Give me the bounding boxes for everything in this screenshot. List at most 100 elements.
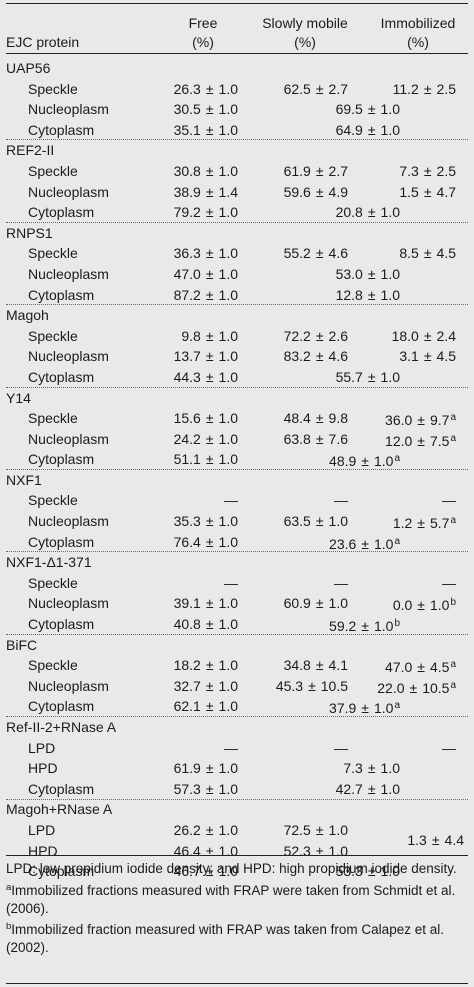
row-label: HPD [28, 760, 58, 777]
free-cell-pm: ± [205, 368, 214, 385]
imm-cell-err: 4.5 [436, 245, 456, 262]
imm-cell-pm: ± [417, 659, 425, 676]
group-name: BiFC [6, 636, 38, 653]
imm-cell-value: 47.0 ±4.5a [385, 655, 456, 678]
imm-cell-pm: ± [423, 327, 432, 344]
group-separator [6, 469, 468, 470]
header-imm-unit: (%) [407, 34, 429, 50]
group-name: REF2-II [6, 142, 55, 159]
free-cell-mean: 15.6 [173, 410, 201, 427]
mobile-combined-cell-err: 1.0 [380, 368, 400, 385]
free-cell-value: 13.7 ±1.0 [174, 346, 238, 367]
slow-cell-value: 55.2 ±4.6 [284, 243, 348, 264]
group-name: Ref-II-2+RNase A [6, 719, 117, 735]
row-label: Nucleoplasm [28, 595, 109, 612]
mobile-combined-cell-err: 1.0 [380, 286, 400, 303]
row-label: Speckle [28, 245, 78, 262]
row-label: Nucleoplasm [28, 183, 109, 200]
free-cell-mean: 35.1 [173, 121, 201, 138]
imm-cell-pm: ± [409, 679, 418, 696]
mobile-combined-cell-mean: 55.7 [335, 368, 363, 385]
slow-cell-pm: ± [315, 430, 324, 447]
mobile-combined-cell-value: 37.9 ±1.0a [329, 696, 400, 719]
free-cell-value: 38.9 ±1.4 [174, 182, 238, 203]
slow-cell-value: 34.8 ±4.1 [284, 655, 348, 676]
slow-cell-mean: 83.2 [283, 348, 311, 365]
imm-cell-err: 2.5 [436, 162, 456, 179]
mobile-combined-cell-value: 42.7 ±1.0 [336, 779, 400, 800]
slow-cell-err: 7.6 [328, 430, 348, 447]
imm-cell-value: 8.5 ±4.5 [399, 243, 456, 264]
free-cell-pm: ± [205, 513, 214, 530]
mobile-combined-cell-mean: 59.2 [329, 618, 357, 635]
mobile-combined-cell-err: 1.0 [380, 863, 400, 880]
row-label: LPD [28, 821, 56, 838]
free-cell-pm: ± [205, 863, 214, 880]
imm-cell-mean: 3.1 [399, 348, 419, 365]
free-cell-mean: 40.8 [173, 616, 201, 633]
slow-cell-value: 48.4 ±9.8 [284, 408, 348, 429]
table-row: HPD 61.9 ±1.0 7.3 ±1.0 [6, 758, 468, 779]
imm-cell-pm: ± [423, 80, 432, 97]
imm-cell-dash: — [442, 574, 456, 591]
slow-cell-value: 72.2 ±2.6 [284, 326, 348, 347]
free-cell-pm: ± [205, 842, 214, 859]
free-cell-value: 51.1 ±1.0 [174, 449, 238, 470]
imm-cell-sup: a [450, 432, 456, 444]
mobile-combined-cell-sup: a [394, 700, 400, 712]
slow-cell-pm: ± [315, 821, 324, 838]
free-cell-pm: ± [205, 348, 214, 365]
imm-cell-value: 22.0 ±10.5a [377, 676, 456, 699]
imm-cell-pm: ± [417, 412, 425, 429]
free-cell-value: 62.1 ±1.0 [174, 696, 238, 717]
mobile-combined-cell-mean: 23.6 [329, 535, 357, 552]
row-label: Cytoplasm [28, 121, 95, 138]
slow-cell-value: 60.9 ±1.0 [284, 593, 348, 614]
row-label: Nucleoplasm [28, 348, 109, 365]
imm-cell-pm: ± [417, 597, 425, 614]
header-slow-unit: (%) [294, 34, 316, 50]
slow-cell-err: 2.6 [328, 327, 348, 344]
mobile-combined-cell-mean: 48.9 [329, 453, 357, 470]
free-cell-pm: ± [205, 410, 214, 427]
group-row: Ref-II-2+RNase A [6, 717, 468, 738]
free-cell-value: 35.3 ±1.0 [174, 511, 238, 532]
mobile-combined-cell-pm: ± [367, 204, 376, 221]
row-label: Nucleoplasm [28, 430, 109, 447]
free-cell-mean: 26.3 [173, 80, 201, 97]
imm-cell-mean: 7.3 [399, 162, 419, 179]
slow-cell-mean: 62.5 [283, 80, 311, 97]
free-cell-err: 1.0 [218, 327, 238, 344]
imm-cell-dash: — [442, 739, 456, 756]
group-separator [6, 633, 468, 635]
free-cell-err: 1.0 [218, 760, 238, 777]
slow-cell-dash: — [334, 492, 348, 509]
slow-cell-mean: 34.8 [283, 657, 311, 674]
table-row: Speckle — — — [6, 490, 468, 511]
mobile-combined-cell-pm: ± [361, 535, 369, 552]
slow-cell-mean: 55.2 [283, 245, 311, 262]
imm-cell-sup: a [450, 412, 456, 424]
table-row: Cytoplasm 79.2 ±1.0 20.8 ±1.0 [6, 202, 468, 223]
imm-cell-err: 2.4 [436, 327, 456, 344]
free-cell-pm: ± [205, 595, 214, 612]
row-label: Cytoplasm [28, 698, 95, 715]
mobile-combined-cell-err: 1.0 [380, 121, 400, 138]
mobile-combined-cell-pm: ± [367, 863, 376, 880]
free-cell-value: 47.0 ±1.0 [174, 264, 238, 285]
free-cell-pm: ± [205, 430, 214, 447]
table-row: LPD 26.2 ±1.0 72.5 ±1.0 [6, 820, 468, 841]
table-row: Cytoplasm 57.3 ±1.0 42.7 ±1.0 [6, 779, 468, 800]
row-label: Speckle [28, 327, 78, 344]
free-cell-value: 18.2 ±1.0 [174, 655, 238, 676]
slow-cell-value: 63.5 ±1.0 [284, 511, 348, 532]
free-cell-err: 1.0 [218, 863, 238, 880]
slow-cell-mean: 61.9 [283, 162, 311, 179]
mobile-combined-cell-err: 1.0 [380, 101, 400, 118]
mobile-combined-cell-mean: 69.5 [335, 101, 363, 118]
free-cell-mean: 44.3 [173, 368, 201, 385]
slow-cell-err: 2.7 [328, 162, 348, 179]
table-row: Nucleoplasm 30.5 ±1.0 69.5 ±1.0 [6, 99, 468, 120]
row-label: Nucleoplasm [28, 677, 109, 694]
free-cell-err: 1.0 [218, 780, 238, 797]
